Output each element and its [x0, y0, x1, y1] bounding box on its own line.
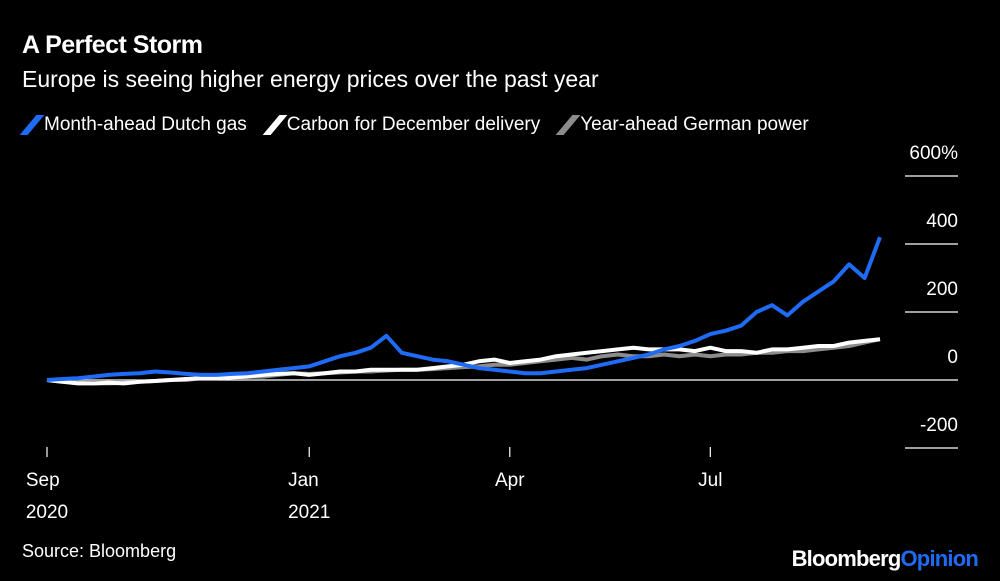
y-tick-label: 0: [947, 347, 958, 368]
chart-title: A Perfect Storm: [22, 31, 203, 59]
y-tick-label: 600%: [909, 143, 958, 164]
chart-subtitle: Europe is seeing higher energy prices ov…: [22, 66, 599, 92]
y-tick-label: 200: [926, 279, 958, 300]
logo: BloombergOpinion: [791, 546, 979, 572]
source: Source: Bloomberg: [22, 541, 177, 561]
series-line: [46, 337, 881, 386]
y-tick-label: -200: [920, 415, 958, 436]
legend-label: Carbon for December delivery: [286, 114, 541, 135]
legend-label: Year-ahead German power: [580, 114, 809, 135]
y-tick-label: 400: [926, 211, 958, 232]
legend-item: Carbon for December delivery: [262, 114, 541, 136]
series-line: [46, 337, 881, 386]
legend-item: Year-ahead German power: [555, 114, 809, 136]
logo-brand: Bloomberg: [791, 546, 902, 571]
logo-section: Opinion: [900, 546, 979, 571]
x-tick-label: Apr: [494, 470, 525, 491]
legend-label: Month-ahead Dutch gas: [44, 114, 247, 135]
legend-item: Month-ahead Dutch gas: [19, 114, 247, 136]
series-line: [46, 236, 882, 382]
legend: Month-ahead Dutch gas Carbon for December…: [19, 114, 809, 136]
x-tick-label: Jan 2021: [288, 470, 331, 523]
x-tick-label: Sep 2020: [25, 470, 69, 523]
x-tick-label: Jul: [698, 470, 723, 491]
